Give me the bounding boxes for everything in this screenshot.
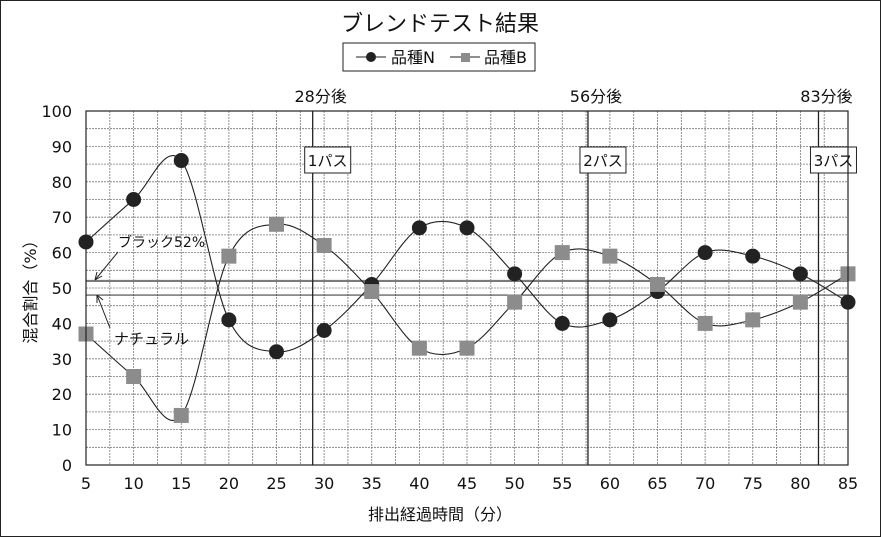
data-point-n <box>507 266 523 282</box>
y-tick-label: 30 <box>52 350 72 369</box>
x-tick-label: 20 <box>219 474 239 493</box>
x-tick-label: 40 <box>409 474 429 493</box>
data-point-n <box>697 245 713 261</box>
data-point-n <box>269 344 284 360</box>
x-tick-label: 45 <box>457 474 477 493</box>
x-tick-label: 60 <box>600 474 620 493</box>
data-point-b <box>316 238 332 254</box>
data-point-n <box>173 153 189 169</box>
pass-time-label: 28分後 <box>295 87 347 106</box>
y-tick-label: 80 <box>52 173 72 192</box>
pass-box <box>809 146 857 174</box>
chart-title: ブレンドテスト結果 <box>341 12 539 37</box>
data-point-n <box>411 220 427 236</box>
y-tick-label: 70 <box>52 208 72 227</box>
data-point-b <box>126 369 142 384</box>
x-tick-label: 50 <box>504 474 524 493</box>
data-point-b <box>650 276 665 292</box>
data-point-b <box>221 248 237 264</box>
data-point-n <box>602 312 618 328</box>
data-point-b <box>745 312 761 328</box>
pass-label: 2パス <box>583 152 623 170</box>
data-point-n <box>316 322 332 338</box>
x-tick-label: 85 <box>838 474 858 493</box>
x-tick-label: 5 <box>81 474 91 493</box>
y-tick-label: 90 <box>52 137 72 156</box>
x-tick-label: 80 <box>790 474 810 493</box>
plot-area <box>85 110 849 466</box>
data-point-b <box>602 248 618 264</box>
y-tick-label: 20 <box>52 385 72 404</box>
data-point-b <box>364 284 380 300</box>
pass-box <box>579 146 627 174</box>
y-tick-label: 10 <box>52 421 72 440</box>
x-tick-label: 65 <box>647 474 667 493</box>
arrow-head-icon <box>96 294 104 303</box>
pass-time-label: 56分後 <box>570 87 622 106</box>
data-point-b <box>459 340 475 356</box>
legend: 品種N 品種B <box>342 42 536 72</box>
legend-marker-n <box>366 52 376 62</box>
data-point-b <box>792 294 808 310</box>
annotation-black-arrow <box>94 251 119 281</box>
data-point-n <box>554 315 570 331</box>
data-point-n <box>126 192 142 207</box>
data-point-b <box>411 340 427 356</box>
legend-label-n: 品種N <box>391 48 435 67</box>
pass-label: 3パス <box>814 152 854 170</box>
y-axis-label: 混合割合（%） <box>21 232 40 343</box>
data-point-n <box>459 220 475 236</box>
data-point-b <box>697 315 713 331</box>
x-tick-label: 10 <box>123 474 143 493</box>
x-tick-label: 30 <box>314 474 334 493</box>
data-point-b <box>554 245 570 261</box>
y-tick-label: 50 <box>52 279 72 298</box>
pass-time-label: 83分後 <box>800 87 852 106</box>
x-tick-label: 25 <box>266 474 286 493</box>
x-axis-label: 排出経過時間（分） <box>368 505 512 524</box>
pass-label: 1パス <box>308 152 348 170</box>
y-tick-label: 60 <box>52 244 72 263</box>
annotations: ブラック52% ナチュラル <box>94 234 205 348</box>
data-point-n <box>221 312 237 328</box>
annotation-natural-arrow <box>96 294 111 329</box>
arrow-head-icon <box>94 271 103 281</box>
y-tick-label: 100 <box>41 102 72 121</box>
legend-label-b: 品種B <box>484 48 527 67</box>
y-tick-label: 40 <box>52 314 72 333</box>
x-tick-label: 75 <box>743 474 763 493</box>
data-point-n <box>745 248 761 264</box>
x-tick-label: 15 <box>171 474 191 493</box>
annotation-natural: ナチュラル <box>114 330 189 348</box>
x-tick-label: 35 <box>362 474 382 493</box>
x-tick-label: 70 <box>695 474 715 493</box>
data-point-n <box>792 266 808 282</box>
legend-marker-b <box>461 53 470 62</box>
pass-box <box>304 146 352 174</box>
data-point-b <box>173 407 189 423</box>
annotation-black: ブラック52% <box>118 234 205 251</box>
data-point-b <box>507 294 523 310</box>
x-tick-label: 55 <box>552 474 572 493</box>
y-tick-label: 0 <box>62 456 72 475</box>
data-point-b <box>269 216 284 232</box>
